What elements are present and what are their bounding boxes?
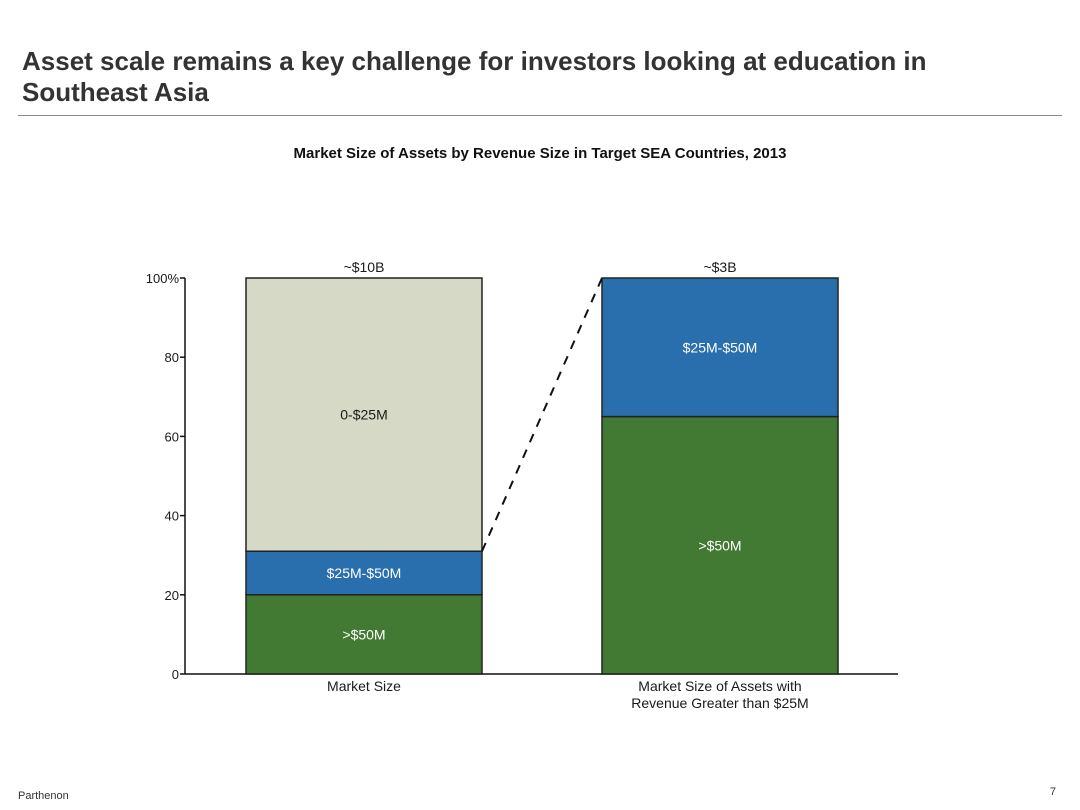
x-category-label: Market Size (327, 678, 401, 694)
y-tick-label: 0 (172, 667, 179, 682)
segment-label: >$50M (342, 626, 385, 642)
title-divider (18, 115, 1062, 116)
segment-label: >$50M (698, 537, 741, 553)
segment-label: $25M-$50M (683, 339, 758, 355)
x-category-label: Revenue Greater than $25M (631, 695, 808, 711)
y-tick-label: 80 (165, 350, 179, 365)
chart-title: Market Size of Assets by Revenue Size in… (293, 145, 787, 162)
bar-segment (245, 594, 483, 675)
footer-source: Parthenon (18, 790, 69, 802)
x-category-label: Market Size of Assets with (638, 678, 801, 694)
y-tick-label: 20 (165, 588, 179, 603)
y-tick-label: 60 (165, 429, 179, 444)
y-tick-label: 40 (165, 509, 179, 524)
y-tick-label: 100% (146, 271, 180, 286)
bar-segment (601, 277, 839, 418)
slide-title: Asset scale remains a key challenge for … (22, 46, 927, 107)
bar-total-label: ~$10B (344, 259, 385, 275)
bar-segment (245, 277, 483, 552)
segment-label: $25M-$50M (327, 565, 402, 581)
segment-label: 0-$25M (340, 407, 387, 423)
bar-total-label: ~$3B (703, 259, 736, 275)
bar-segment (601, 415, 839, 675)
connector-dashed-line (481, 277, 603, 552)
page-number: 7 (1049, 786, 1056, 798)
bar-segment (245, 550, 483, 596)
